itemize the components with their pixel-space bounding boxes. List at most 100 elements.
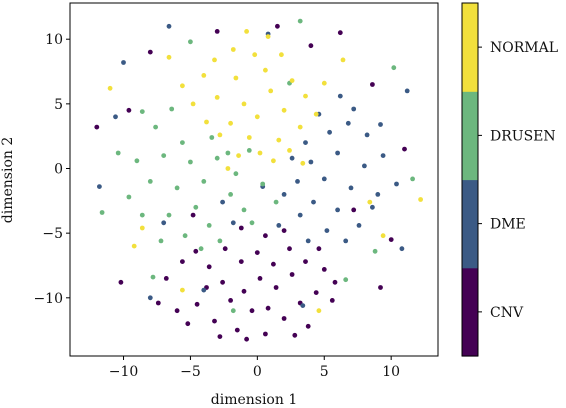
points-layer: [94, 18, 423, 342]
point-drusen-4: [214, 155, 220, 161]
colorbar-label-dme: DME: [490, 217, 526, 233]
point-drusen-33: [150, 274, 156, 280]
point-dme-24: [276, 223, 282, 228]
point-drusen-35: [230, 308, 236, 314]
point-dme-25: [305, 238, 311, 244]
point-cnv-30: [316, 246, 322, 252]
point-dme-29: [230, 220, 236, 226]
point-normal-11: [276, 137, 282, 143]
point-dme-8: [362, 163, 367, 169]
point-normal-22: [236, 153, 242, 159]
point-dme-3: [335, 150, 340, 156]
point-cnv-18: [321, 267, 327, 272]
point-normal-1: [241, 101, 247, 107]
point-drusen-10: [209, 135, 215, 140]
point-cnv-13: [281, 316, 287, 321]
point-normal-41: [139, 225, 145, 231]
point-cnv-22: [193, 248, 199, 254]
point-drusen-11: [180, 140, 185, 146]
y-tick-label-2: 0: [54, 162, 63, 178]
point-cnv-39: [370, 82, 375, 87]
point-cnv-41: [388, 237, 394, 243]
point-drusen-15: [206, 223, 212, 228]
y-tick-label-3: 5: [54, 97, 63, 113]
colorbar-segment-drusen: [462, 91, 478, 181]
point-cnv-36: [275, 23, 280, 29]
point-drusen-28: [273, 199, 279, 205]
point-dme-20: [380, 153, 386, 159]
y-tick-label-4: 10: [45, 32, 63, 48]
point-normal-26: [300, 160, 306, 166]
point-cnv-45: [402, 146, 407, 152]
y-tick-label-0: −10: [33, 291, 63, 307]
point-drusen-25: [115, 150, 121, 156]
point-normal-4: [281, 107, 287, 113]
point-dme-35: [166, 23, 172, 29]
point-normal-23: [271, 158, 276, 164]
point-cnv-43: [351, 207, 357, 213]
point-cnv-49: [263, 233, 268, 239]
point-dme-1: [308, 159, 314, 165]
point-normal-38: [418, 197, 423, 202]
point-dme-30: [147, 295, 153, 301]
point-normal-40: [367, 199, 373, 205]
point-drusen-3: [161, 153, 167, 159]
colorbar-label-cnv: CNV: [490, 305, 524, 321]
point-cnv-6: [228, 298, 234, 303]
point-drusen-2: [174, 185, 180, 191]
colorbar-segment-normal: [462, 3, 478, 92]
point-drusen-38: [188, 39, 193, 45]
point-cnv-28: [287, 246, 292, 252]
point-drusen-7: [166, 212, 172, 218]
point-drusen-6: [193, 204, 199, 210]
point-drusen-8: [147, 179, 153, 184]
point-cnv-34: [217, 334, 223, 339]
point-dme-12: [356, 223, 362, 228]
point-cnv-19: [329, 298, 335, 303]
point-cnv-29: [303, 259, 308, 264]
point-normal-31: [321, 80, 327, 86]
point-cnv-53: [155, 300, 161, 306]
colorbar-label-normal: NORMAL: [490, 40, 558, 56]
point-drusen-16: [182, 233, 188, 239]
point-dme-11: [335, 207, 340, 213]
point-drusen-26: [169, 106, 175, 112]
colorbar-segment-cnv: [462, 267, 478, 357]
point-drusen-22: [260, 181, 266, 187]
point-cnv-48: [238, 225, 244, 231]
point-drusen-24: [198, 246, 204, 252]
point-normal-28: [265, 34, 271, 39]
point-dme-34: [404, 88, 410, 94]
point-normal-30: [180, 83, 185, 89]
point-dme-4: [348, 185, 354, 191]
point-cnv-9: [249, 308, 255, 314]
point-normal-37: [316, 308, 322, 314]
point-normal-0: [254, 114, 260, 120]
x-tick-label-3: 5: [320, 364, 329, 380]
point-drusen-17: [158, 238, 164, 244]
point-normal-39: [107, 85, 113, 91]
point-dme-9: [375, 192, 381, 197]
point-dme-14: [289, 155, 295, 161]
point-drusen-1: [188, 159, 193, 165]
point-drusen-23: [217, 238, 223, 244]
point-dme-2: [321, 176, 327, 182]
point-drusen-37: [410, 176, 415, 182]
point-cnv-11: [265, 305, 271, 311]
point-dme-15: [281, 192, 287, 197]
point-cnv-47: [337, 30, 343, 36]
x-tick-label-4: 10: [382, 364, 400, 380]
point-drusen-21: [246, 148, 252, 153]
y-axis-ticks: −10 −5 0 5 10: [33, 32, 70, 307]
point-drusen-27: [139, 109, 145, 114]
point-cnv-23: [206, 264, 212, 270]
point-dme-31: [113, 114, 118, 120]
x-tick-label-0: −10: [109, 364, 139, 380]
point-drusen-36: [343, 277, 349, 283]
point-dme-6: [327, 129, 332, 135]
point-normal-16: [230, 47, 236, 52]
point-drusen-34: [297, 18, 303, 24]
point-normal-2: [228, 120, 234, 126]
colorbar-segment-dme: [462, 179, 478, 269]
